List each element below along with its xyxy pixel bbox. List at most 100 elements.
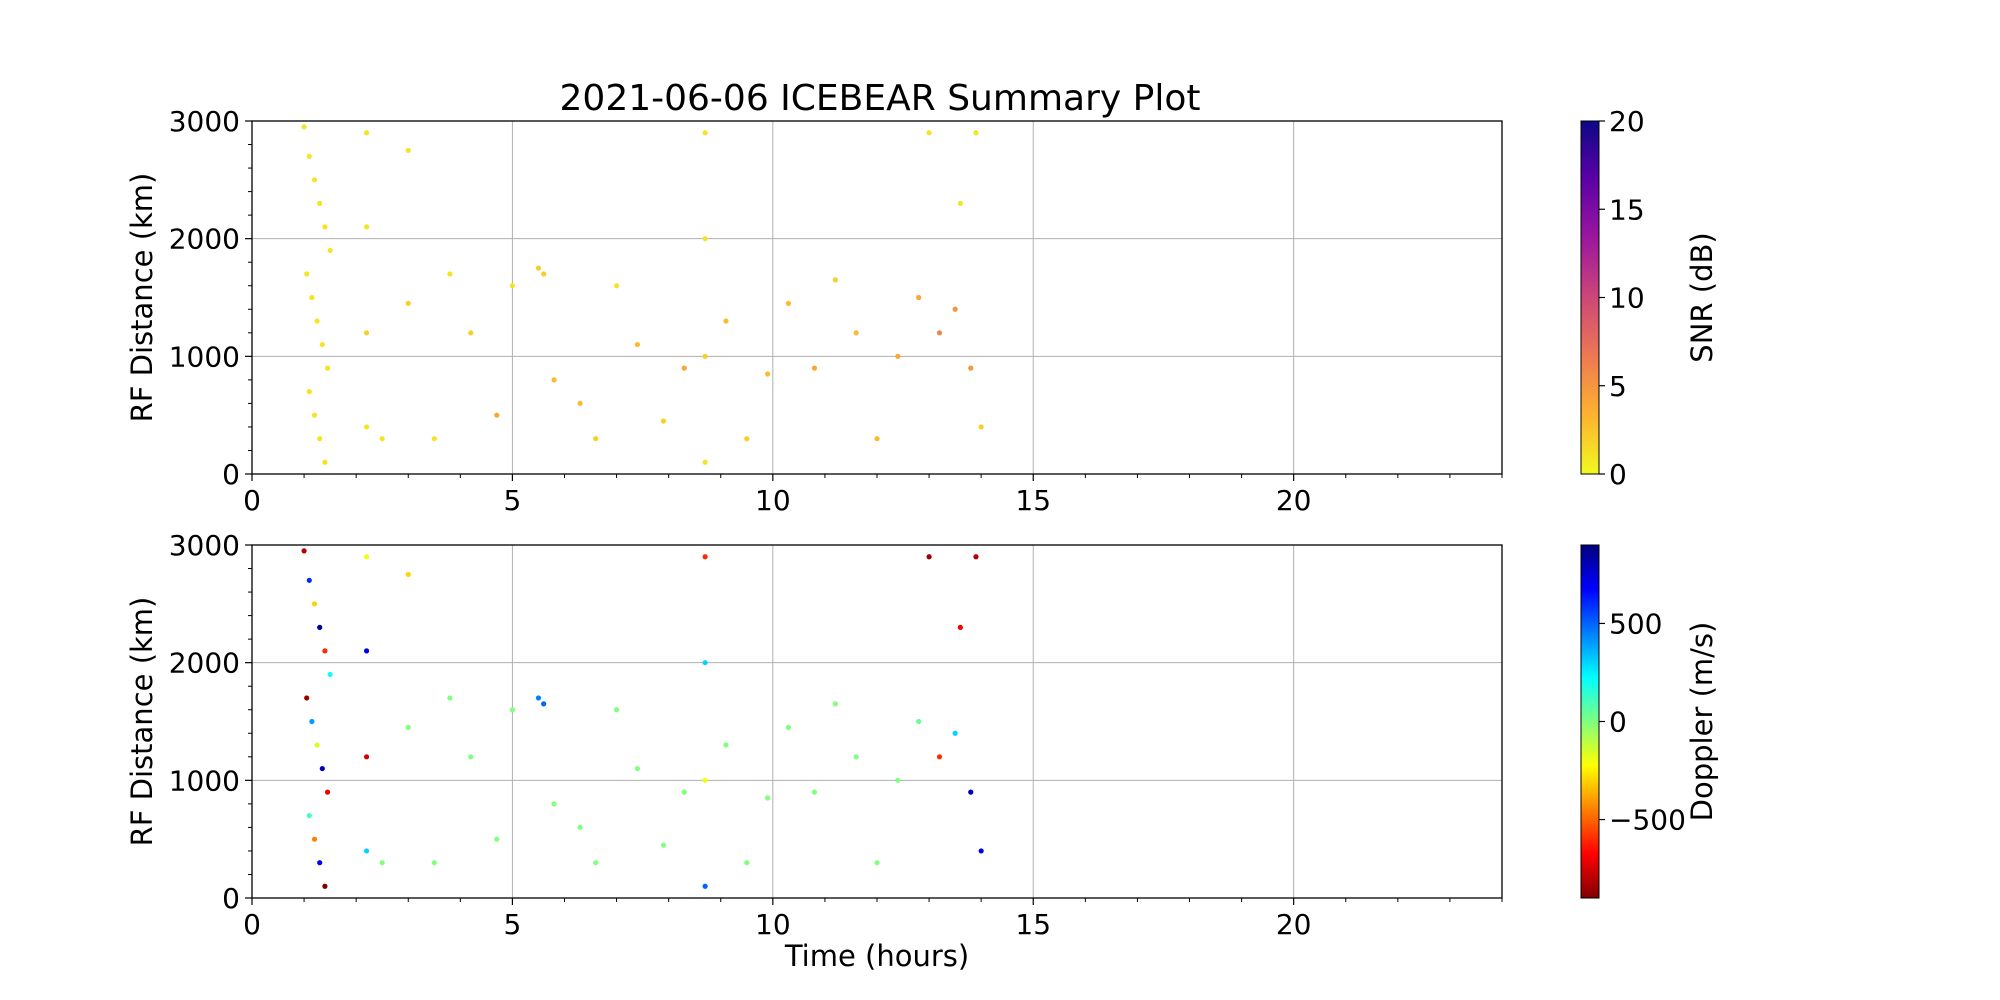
colorbar — [1580, 544, 1600, 899]
y-tick-label: 1000 — [169, 764, 240, 797]
data-point — [541, 271, 547, 277]
data-point — [301, 548, 307, 554]
colorbar-tick-label: 0 — [1609, 706, 1627, 739]
data-point — [447, 695, 453, 701]
data-point — [916, 294, 922, 301]
data-point — [765, 371, 771, 377]
colorbar-label: Doppler (m/s) — [1685, 622, 1719, 822]
y-tick-label: 0 — [222, 458, 240, 491]
data-point — [363, 330, 370, 336]
data-point — [314, 318, 320, 324]
data-point — [311, 836, 318, 842]
doppler-panel: 0 5 10 15 20 0 1000 2000 3000 RF Distance (km) Tim… — [125, 529, 1719, 973]
colorbar-tick-label: 15 — [1609, 193, 1645, 226]
x-tick-label: 0 — [243, 484, 261, 517]
data-point — [317, 860, 323, 866]
data-point — [832, 701, 838, 707]
data-point — [363, 424, 370, 430]
data-point — [405, 571, 411, 578]
data-point — [309, 294, 315, 301]
y-tick-label: 2000 — [169, 223, 240, 256]
data-point — [973, 130, 979, 136]
data-point — [306, 153, 312, 159]
data-point — [874, 436, 880, 442]
data-point — [853, 330, 859, 336]
y-axis-label: RF Distance (km) — [125, 173, 159, 423]
data-point — [405, 147, 411, 154]
data-point — [926, 130, 932, 136]
x-tick-label: 15 — [1015, 908, 1051, 941]
data-point — [304, 695, 310, 701]
colorbar-tick-label: 500 — [1609, 607, 1662, 640]
data-point — [304, 271, 310, 277]
data-point — [324, 789, 331, 795]
data-point — [957, 624, 963, 630]
x-axis-label: Time (hours) — [784, 939, 969, 973]
snr-panel: 0 5 10 15 20 0 1000 2000 3000 RF Distance (km) 0 5 1… — [125, 105, 1719, 517]
data-point — [311, 412, 318, 418]
data-point — [874, 860, 880, 866]
data-point — [702, 554, 708, 560]
data-point — [593, 860, 599, 866]
data-point — [723, 318, 729, 324]
data-point — [593, 436, 599, 442]
data-point — [702, 459, 708, 465]
colorbar-tick-label: 10 — [1609, 282, 1645, 315]
data-point — [702, 660, 708, 666]
data-point — [405, 300, 411, 306]
data-point — [494, 836, 500, 842]
data-point — [978, 848, 984, 854]
data-point — [405, 724, 411, 730]
y-axis-label: RF Distance (km) — [125, 597, 159, 847]
data-point — [952, 730, 958, 736]
data-point — [936, 330, 943, 336]
x-tick-label: 10 — [755, 908, 791, 941]
data-point — [702, 353, 708, 359]
data-point — [895, 353, 901, 359]
data-point — [723, 742, 729, 748]
data-point — [324, 365, 331, 371]
data-point — [811, 789, 818, 795]
data-point — [363, 848, 370, 854]
data-point — [306, 577, 312, 583]
x-tick-label: 20 — [1276, 908, 1312, 941]
data-point — [702, 777, 708, 783]
data-point — [535, 265, 542, 271]
data-point — [317, 200, 323, 206]
colorbar-tick-label: 0 — [1609, 458, 1627, 491]
data-point — [702, 236, 708, 242]
data-point — [551, 801, 557, 807]
data-point — [317, 624, 323, 630]
data-point — [431, 436, 437, 442]
data-point — [681, 789, 687, 795]
data-point — [926, 554, 932, 560]
data-point — [468, 330, 474, 336]
data-point — [613, 707, 620, 713]
data-point — [322, 883, 328, 889]
data-point — [785, 724, 792, 730]
data-point — [744, 860, 750, 866]
data-point — [957, 200, 963, 206]
data-point — [306, 813, 312, 819]
data-point — [309, 718, 315, 725]
y-tick-label: 0 — [222, 882, 240, 915]
data-point — [577, 400, 583, 406]
y-tick-label: 3000 — [169, 105, 240, 138]
colorbar-tick-label: 20 — [1609, 105, 1645, 138]
data-point — [363, 754, 370, 760]
data-point — [363, 224, 370, 230]
data-point — [577, 824, 583, 831]
y-tick-label: 1000 — [169, 340, 240, 373]
data-point — [314, 742, 320, 748]
data-point — [363, 648, 370, 654]
data-point — [785, 300, 792, 306]
y-tick-label: 3000 — [169, 529, 240, 562]
data-point — [853, 754, 859, 760]
data-point — [952, 306, 958, 312]
data-point — [322, 459, 328, 465]
data-point — [968, 789, 974, 795]
data-point — [363, 554, 370, 560]
data-point — [317, 436, 323, 442]
data-point — [744, 436, 750, 442]
